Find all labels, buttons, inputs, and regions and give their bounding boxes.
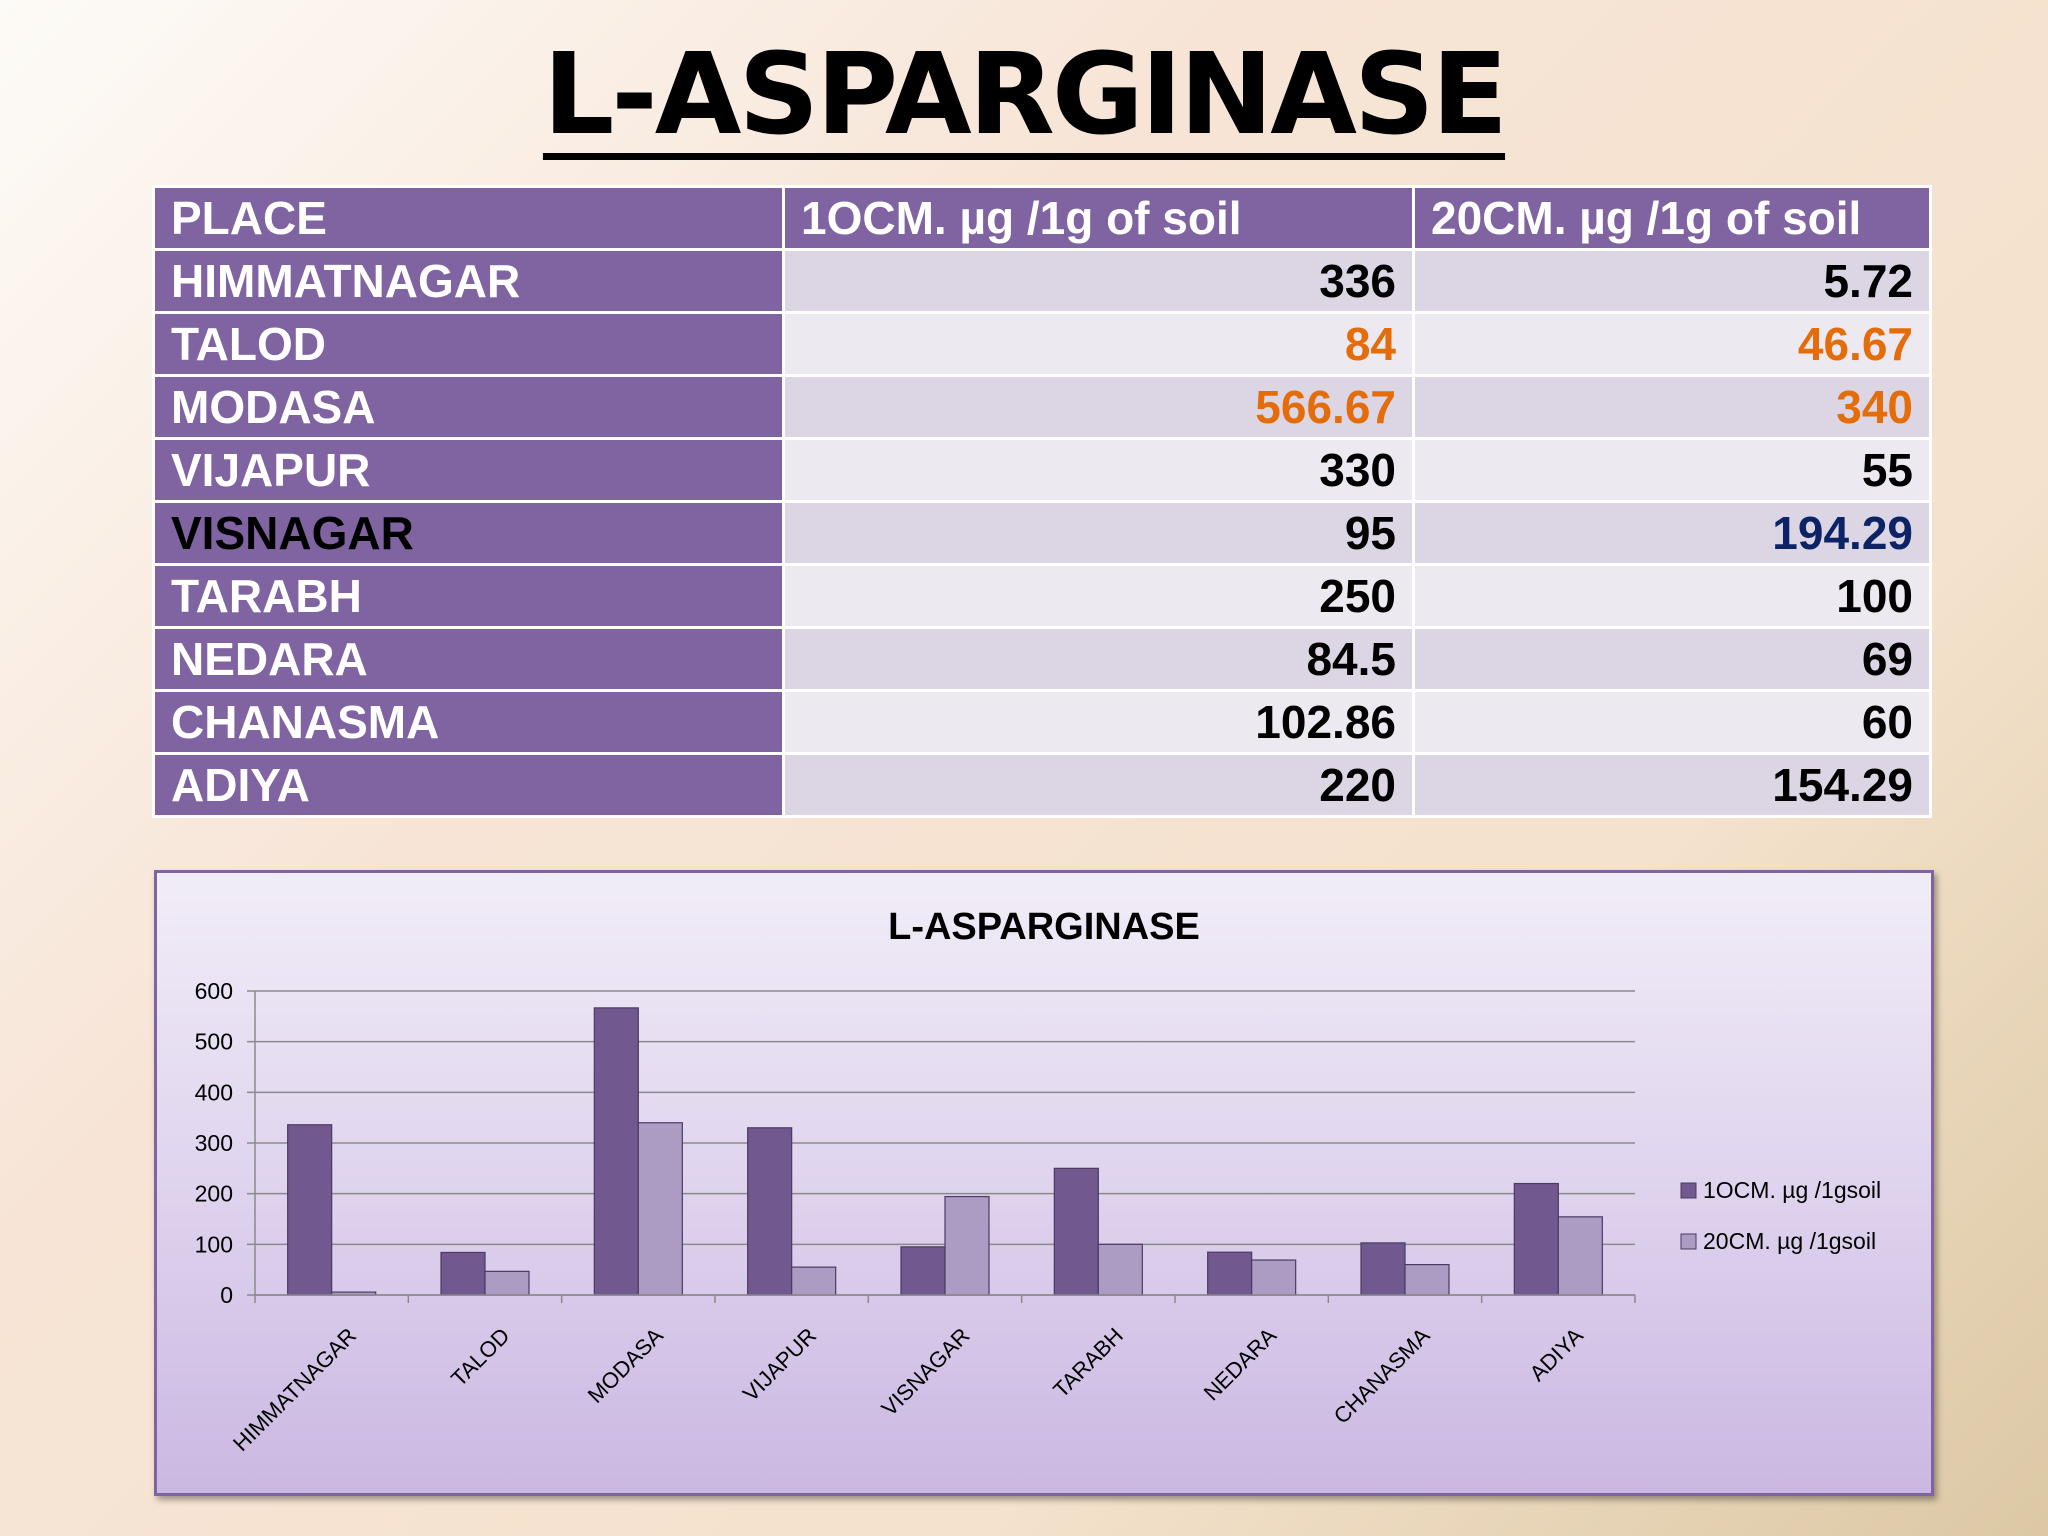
bar-10cm <box>440 1251 486 1296</box>
table-header-row: PLACE 1OCM. µg /1g of soil 20CM. µg /1g … <box>152 185 1932 251</box>
y-tick-label: 100 <box>195 1231 233 1257</box>
table-row: TARABH 250 100 <box>152 563 1932 629</box>
bar-20cm <box>484 1270 530 1296</box>
x-tick-label: HIMMATNAGAR <box>228 1323 361 1456</box>
bar-20cm <box>637 1122 683 1296</box>
bar-10cm <box>1207 1251 1253 1296</box>
place-cell: TARABH <box>152 563 785 629</box>
slide-title: L-ASPARGINASE <box>542 30 1508 160</box>
x-tick-label: NEDARA <box>1199 1323 1282 1406</box>
value-10cm-cell: 102.86 <box>782 689 1415 755</box>
x-tick-label: MODASA <box>583 1323 668 1408</box>
value-20cm-cell: 340 <box>1412 374 1932 440</box>
bar-20cm <box>791 1266 837 1296</box>
value-20cm-cell: 154.29 <box>1412 752 1932 818</box>
bar-20cm <box>1097 1243 1143 1296</box>
bar-10cm <box>1513 1182 1559 1296</box>
place-cell: HIMMATNAGAR <box>152 248 785 314</box>
y-tick-label: 0 <box>220 1282 233 1308</box>
bar-10cm <box>747 1127 793 1296</box>
table-row: MODASA 566.67 340 <box>152 374 1932 440</box>
header-20cm: 20CM. µg /1g of soil <box>1412 185 1932 251</box>
chart-panel: L-ASPARGINASE 0 100 200 300 400 500 600 HIMMATNA… <box>154 870 1934 1496</box>
table-row: NEDARA 84.5 69 <box>152 626 1932 692</box>
header-10cm: 1OCM. µg /1g of soil <box>782 185 1415 251</box>
place-cell: ADIYA <box>152 752 785 818</box>
y-tick-label: 300 <box>195 1130 233 1156</box>
x-tick-label: CHANASMA <box>1329 1323 1435 1429</box>
table-row: ADIYA 220 154.29 <box>152 752 1932 818</box>
legend-label-20cm: 20CM. µg /1gsoil <box>1703 1228 1876 1254</box>
place-cell: NEDARA <box>152 626 785 692</box>
legend-swatch-20cm <box>1680 1233 1697 1250</box>
value-20cm-cell: 55 <box>1412 437 1932 503</box>
value-20cm-cell: 100 <box>1412 563 1932 629</box>
place-cell: CHANASMA <box>152 689 785 755</box>
place-cell: MODASA <box>152 374 785 440</box>
table-row: VISNAGAR 95 194.29 <box>152 500 1932 566</box>
value-10cm-cell: 250 <box>782 563 1415 629</box>
bar-chart: L-ASPARGINASE 0 100 200 300 400 500 600 HIMMATNA… <box>195 906 1882 1456</box>
bar-20cm <box>1557 1216 1603 1296</box>
x-tick-label: TALOD <box>446 1323 514 1391</box>
value-20cm-cell: 5.72 <box>1412 248 1932 314</box>
bar-10cm <box>1360 1242 1406 1296</box>
header-place: PLACE <box>152 185 785 251</box>
value-10cm-cell: 84.5 <box>782 626 1415 692</box>
x-tick-label: TARABH <box>1048 1323 1128 1403</box>
y-tick-label: 600 <box>195 978 233 1004</box>
place-cell: TALOD <box>152 311 785 377</box>
value-10cm-cell: 330 <box>782 437 1415 503</box>
legend-label-10cm: 1OCM. µg /1gsoil <box>1703 1177 1881 1203</box>
value-10cm-cell: 336 <box>782 248 1415 314</box>
value-20cm-cell: 69 <box>1412 626 1932 692</box>
value-10cm-cell: 84 <box>782 311 1415 377</box>
bar-10cm <box>287 1124 333 1296</box>
table-row: TALOD 84 46.67 <box>152 311 1932 377</box>
value-10cm-cell: 220 <box>782 752 1415 818</box>
bar-10cm <box>900 1246 946 1296</box>
x-tick-label: ADIYA <box>1525 1323 1588 1386</box>
chart-title: L-ASPARGINASE <box>888 906 1200 948</box>
y-tick-label: 500 <box>195 1029 233 1055</box>
table-row: VIJAPUR 330 55 <box>152 437 1932 503</box>
table-row: CHANASMA 102.86 60 <box>152 689 1932 755</box>
place-cell: VISNAGAR <box>152 500 785 566</box>
value-20cm-cell: 60 <box>1412 689 1932 755</box>
x-tick-label: VISNAGAR <box>876 1323 974 1421</box>
y-tick-label: 400 <box>195 1079 233 1105</box>
bar-10cm <box>1053 1167 1099 1296</box>
bar-20cm <box>1251 1259 1297 1296</box>
data-table: PLACE 1OCM. µg /1g of soil 20CM. µg /1g … <box>152 185 1932 818</box>
x-tick-label: VIJAPUR <box>738 1323 821 1406</box>
value-20cm-cell: 194.29 <box>1412 500 1932 566</box>
value-20cm-cell: 46.67 <box>1412 311 1932 377</box>
bar-20cm <box>944 1195 990 1296</box>
place-cell: VIJAPUR <box>152 437 785 503</box>
bar-20cm <box>1404 1264 1450 1296</box>
value-10cm-cell: 566.67 <box>782 374 1415 440</box>
bar-10cm <box>593 1007 639 1296</box>
value-10cm-cell: 95 <box>782 500 1415 566</box>
y-tick-label: 200 <box>195 1181 233 1207</box>
legend-swatch-10cm <box>1680 1182 1697 1199</box>
table-row: HIMMATNAGAR 336 5.72 <box>152 248 1932 314</box>
